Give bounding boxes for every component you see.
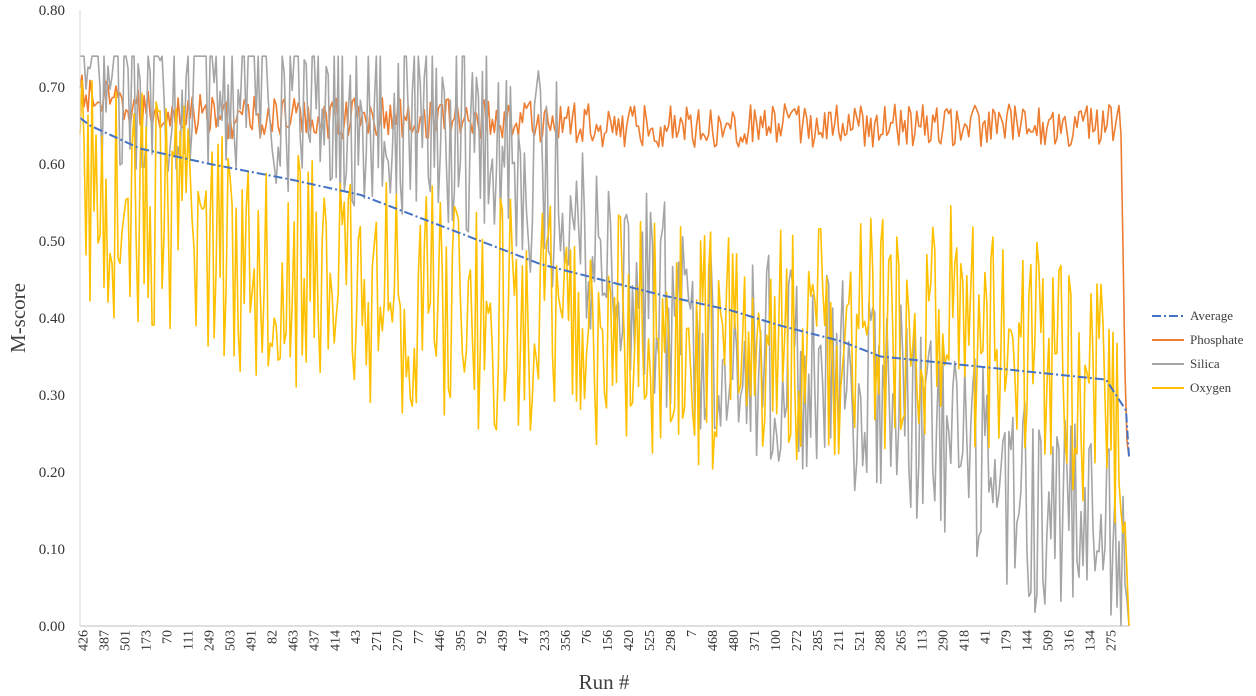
x-tick-label: 275 xyxy=(1105,630,1120,651)
x-tick-label: 144 xyxy=(1021,630,1036,651)
x-tick-label: 521 xyxy=(853,630,868,651)
x-tick-label: 288 xyxy=(874,630,889,651)
x-tick-label: 501 xyxy=(118,630,133,651)
y-tick-label: 0.10 xyxy=(39,542,65,558)
x-tick-label: 272 xyxy=(790,630,805,651)
legend-label: Phosphate xyxy=(1190,332,1244,347)
x-tick-label: 179 xyxy=(1000,630,1015,651)
x-tick-label: 491 xyxy=(244,630,259,651)
y-tick-label: 0.50 xyxy=(39,234,65,250)
x-tick-label: 463 xyxy=(286,630,301,651)
y-tick-label: 0.40 xyxy=(39,311,65,327)
y-tick-label: 0.60 xyxy=(39,157,65,173)
x-tick-label: 387 xyxy=(97,630,112,651)
x-tick-label: 92 xyxy=(475,630,490,644)
x-tick-label: 480 xyxy=(727,630,742,651)
x-tick-label: 173 xyxy=(139,630,154,651)
x-tick-label: 371 xyxy=(748,630,763,651)
chart-legend: Average Phosphate Silica Oxygen xyxy=(1152,308,1244,395)
x-tick-label: 47 xyxy=(517,630,532,644)
y-tick-label: 0.20 xyxy=(39,465,65,481)
legend-label: Silica xyxy=(1190,356,1220,371)
x-axis-title: Run # xyxy=(579,670,630,694)
x-tick-label: 43 xyxy=(349,630,364,644)
x-tick-label: 156 xyxy=(601,630,616,651)
x-tick-label: 468 xyxy=(706,630,721,651)
x-tick-label: 233 xyxy=(538,630,553,651)
x-tick-label: 316 xyxy=(1063,630,1078,651)
x-tick-label: 76 xyxy=(580,630,595,644)
y-tick-label: 0.00 xyxy=(39,619,65,635)
x-tick-label: 509 xyxy=(1042,630,1057,651)
x-tick-label: 82 xyxy=(265,630,280,644)
x-tick-label: 70 xyxy=(160,630,175,644)
x-tick-label: 290 xyxy=(937,630,952,651)
x-tick-label: 395 xyxy=(454,630,469,651)
series-line-average xyxy=(79,117,1130,457)
series-line-silica xyxy=(80,55,1130,627)
legend-label: Average xyxy=(1190,308,1233,323)
x-tick-label: 270 xyxy=(391,630,406,651)
x-tick-label: 211 xyxy=(832,630,847,650)
x-tick-label: 298 xyxy=(664,630,679,651)
x-tick-label: 249 xyxy=(202,630,217,651)
y-tick-label: 0.70 xyxy=(39,80,65,96)
y-axis-title: M-score xyxy=(6,283,30,353)
x-tick-label: 134 xyxy=(1084,630,1099,651)
series-layer xyxy=(79,55,1130,627)
series-line-phosphate xyxy=(79,74,1130,457)
x-tick-label: 285 xyxy=(811,630,826,651)
x-tick-label: 446 xyxy=(433,630,448,651)
x-tick-label: 503 xyxy=(223,630,238,651)
x-tick-label: 100 xyxy=(769,630,784,651)
x-tick-label: 111 xyxy=(181,630,196,650)
x-tick-label: 265 xyxy=(895,630,910,651)
x-tick-label: 271 xyxy=(370,630,385,651)
x-tick-label: 525 xyxy=(643,630,658,651)
x-tick-label: 426 xyxy=(76,630,91,651)
x-tick-label: 418 xyxy=(958,630,973,651)
x-tick-label: 356 xyxy=(559,630,574,651)
x-axis-ticks: 426 387 501 173 70 111 249 503 491 82 463 437 414 43 2… xyxy=(76,630,1119,651)
x-tick-label: 41 xyxy=(979,630,994,644)
x-tick-label: 414 xyxy=(328,630,343,651)
x-tick-label: 113 xyxy=(916,630,931,650)
y-tick-label: 0.80 xyxy=(39,3,65,19)
series-line-oxygen xyxy=(79,79,1130,627)
x-tick-label: 7 xyxy=(685,630,700,637)
x-tick-label: 77 xyxy=(412,630,427,644)
x-tick-label: 437 xyxy=(307,630,322,651)
x-tick-label: 439 xyxy=(496,630,511,651)
x-tick-label: 420 xyxy=(622,630,637,651)
y-tick-label: 0.30 xyxy=(39,388,65,404)
y-axis-ticks: 0.00 0.10 0.20 0.30 0.40 0.50 0.60 0.70 0.80 xyxy=(39,3,65,635)
legend-label: Oxygen xyxy=(1190,380,1232,395)
